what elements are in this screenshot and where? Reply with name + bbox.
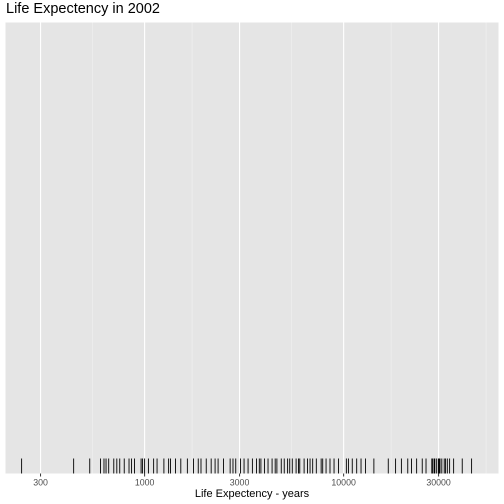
x-tick-label: 3000 bbox=[230, 478, 250, 488]
rug-marks bbox=[21, 458, 473, 474]
x-tick-label: 300 bbox=[33, 478, 48, 488]
x-axis-title: Life Expectency - years bbox=[195, 488, 310, 500]
minor-gridlines bbox=[92, 22, 487, 474]
plot-panel bbox=[5, 22, 499, 474]
x-tick-label: 30000 bbox=[426, 478, 451, 488]
x-tick-label: 1000 bbox=[135, 478, 155, 488]
chart-title: Life Expectency in 2002 bbox=[6, 1, 160, 17]
x-axis-ticks bbox=[40, 473, 440, 477]
x-axis-tick-labels: 300 1000 3000 10000 30000 bbox=[33, 478, 451, 488]
major-gridlines bbox=[39, 22, 440, 474]
x-tick-label: 10000 bbox=[331, 478, 356, 488]
